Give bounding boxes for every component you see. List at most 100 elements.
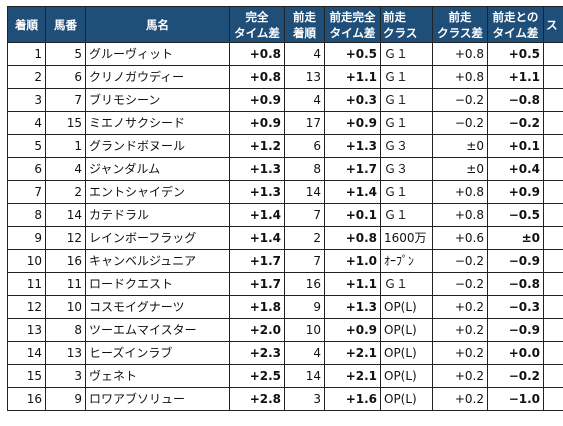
cell-cut-off: [543, 387, 563, 411]
cell-prev-class: Ｇ１: [380, 180, 433, 204]
cell-prev-rank: 9: [284, 295, 325, 319]
cell-prev-class: OP(L): [380, 387, 433, 411]
cell-cut-off: [543, 341, 563, 365]
cell-prev-rank: 4: [284, 42, 325, 66]
cell-time-diff-vs-prev: −1.0: [487, 387, 544, 411]
cell-prev-full-time-diff: +1.0: [324, 249, 381, 273]
cell-full-time-diff: +1.4: [229, 203, 285, 227]
cell-prev-class: OP(L): [380, 318, 433, 342]
cell-horse-number: 3: [45, 364, 86, 388]
cell-horse-number: 1: [45, 134, 86, 158]
cell-full-time-diff: +0.9: [229, 111, 285, 135]
cell-rank: 9: [7, 226, 46, 250]
cell-prev-class-diff: +0.6: [432, 226, 488, 250]
cell-full-time-diff: +1.2: [229, 134, 285, 158]
cell-prev-class-diff: +0.2: [432, 318, 488, 342]
cell-rank: 7: [7, 180, 46, 204]
cell-prev-class: Ｇ１: [380, 272, 433, 296]
table-body: 1 5 グルーヴィット +0.8 4 +0.5 Ｇ１ +0.8 +0.5 2 6 クリノガウディー +0…: [7, 42, 563, 411]
cell-rank: 3: [7, 88, 46, 112]
cell-rank: 4: [7, 111, 46, 135]
cell-prev-rank: 6: [284, 134, 325, 158]
cell-prev-full-time-diff: +0.1: [324, 203, 381, 227]
cell-full-time-diff: +1.3: [229, 157, 285, 181]
header-full-time-diff: 完全 タイム差: [229, 6, 285, 43]
cell-prev-class-diff: +0.8: [432, 203, 488, 227]
cell-full-time-diff: +1.8: [229, 295, 285, 319]
cell-horse-number: 9: [45, 387, 86, 411]
cell-prev-full-time-diff: +1.7: [324, 157, 381, 181]
cell-horse-name: ヴェネト: [85, 364, 230, 388]
cell-time-diff-vs-prev: +0.9: [487, 180, 544, 204]
cell-horse-number: 5: [45, 42, 86, 66]
cell-full-time-diff: +1.7: [229, 272, 285, 296]
cell-prev-class-diff: +0.2: [432, 387, 488, 411]
cell-full-time-diff: +2.5: [229, 364, 285, 388]
cell-prev-class-diff: +0.8: [432, 42, 488, 66]
cell-prev-class-diff: −0.2: [432, 88, 488, 112]
table-row: 4 15 ミエノサクシード +0.9 17 +0.9 Ｇ１ −0.2 −0.2: [7, 111, 563, 135]
cell-time-diff-vs-prev: −0.8: [487, 272, 544, 296]
cell-prev-class: Ｇ１: [380, 88, 433, 112]
cell-prev-class-diff: −0.2: [432, 272, 488, 296]
table-row: 15 3 ヴェネト +2.5 14 +2.1 OP(L) +0.2 −0.2: [7, 364, 563, 388]
cell-prev-rank: 16: [284, 272, 325, 296]
cell-horse-name: ブリモシーン: [85, 88, 230, 112]
cell-rank: 14: [7, 341, 46, 365]
cell-rank: 12: [7, 295, 46, 319]
cell-prev-full-time-diff: +1.4: [324, 180, 381, 204]
cell-cut-off: [543, 226, 563, 250]
cell-rank: 16: [7, 387, 46, 411]
cell-rank: 6: [7, 157, 46, 181]
cell-prev-class: Ｇ１: [380, 111, 433, 135]
header-horse-number: 馬番: [45, 6, 86, 43]
cell-horse-name: エントシャイデン: [85, 180, 230, 204]
header-prev-class-diff: 前走 クラス差: [432, 6, 488, 43]
cell-prev-rank: 14: [284, 180, 325, 204]
cell-prev-full-time-diff: +1.3: [324, 295, 381, 319]
cell-prev-rank: 4: [284, 341, 325, 365]
cell-prev-class: ｵｰﾌﾟﾝ: [380, 249, 433, 273]
header-horse-name: 馬名: [85, 6, 230, 43]
table-row: 1 5 グルーヴィット +0.8 4 +0.5 Ｇ１ +0.8 +0.5: [7, 42, 563, 66]
cell-prev-rank: 3: [284, 387, 325, 411]
cell-full-time-diff: +1.4: [229, 226, 285, 250]
cell-cut-off: [543, 318, 563, 342]
cell-horse-number: 14: [45, 203, 86, 227]
cell-time-diff-vs-prev: −0.9: [487, 249, 544, 273]
header-prev-full-time-diff: 前走完全 タイム差: [324, 6, 381, 43]
cell-horse-name: ジャンダルム: [85, 157, 230, 181]
table-row: 2 6 クリノガウディー +0.8 13 +1.1 Ｇ１ +0.8 +1.1: [7, 65, 563, 89]
cell-prev-full-time-diff: +0.3: [324, 88, 381, 112]
cell-prev-rank: 8: [284, 157, 325, 181]
cell-full-time-diff: +2.0: [229, 318, 285, 342]
cell-prev-class: Ｇ１: [380, 203, 433, 227]
cell-cut-off: [543, 203, 563, 227]
cell-time-diff-vs-prev: −0.5: [487, 203, 544, 227]
table-row: 5 1 グランドボヌール +1.2 6 +1.3 Ｇ３ ±0 +0.1: [7, 134, 563, 158]
cell-horse-name: キャンベルジュニア: [85, 249, 230, 273]
cell-prev-rank: 14: [284, 364, 325, 388]
cell-time-diff-vs-prev: −0.2: [487, 111, 544, 135]
cell-horse-name: ロワアブソリュー: [85, 387, 230, 411]
cell-time-diff-vs-prev: −0.2: [487, 364, 544, 388]
cell-prev-full-time-diff: +2.1: [324, 341, 381, 365]
cell-prev-full-time-diff: +0.5: [324, 42, 381, 66]
cell-cut-off: [543, 157, 563, 181]
cell-prev-class: OP(L): [380, 341, 433, 365]
cell-horse-number: 16: [45, 249, 86, 273]
cell-time-diff-vs-prev: +0.5: [487, 42, 544, 66]
cell-horse-name: ロードクエスト: [85, 272, 230, 296]
cell-rank: 15: [7, 364, 46, 388]
cell-horse-name: グランドボヌール: [85, 134, 230, 158]
cell-prev-class-diff: −0.2: [432, 111, 488, 135]
cell-prev-full-time-diff: +1.3: [324, 134, 381, 158]
cell-time-diff-vs-prev: +1.1: [487, 65, 544, 89]
cell-prev-class-diff: ±0: [432, 134, 488, 158]
cell-prev-class-diff: +0.2: [432, 341, 488, 365]
header-cut-off: ス: [543, 6, 563, 43]
cell-time-diff-vs-prev: +0.1: [487, 134, 544, 158]
cell-prev-class: 1600万: [380, 226, 433, 250]
header-time-diff-vs-prev: 前走との タイム差: [487, 6, 544, 43]
table-row: 11 11 ロードクエスト +1.7 16 +1.1 Ｇ１ −0.2 −0.8: [7, 272, 563, 296]
